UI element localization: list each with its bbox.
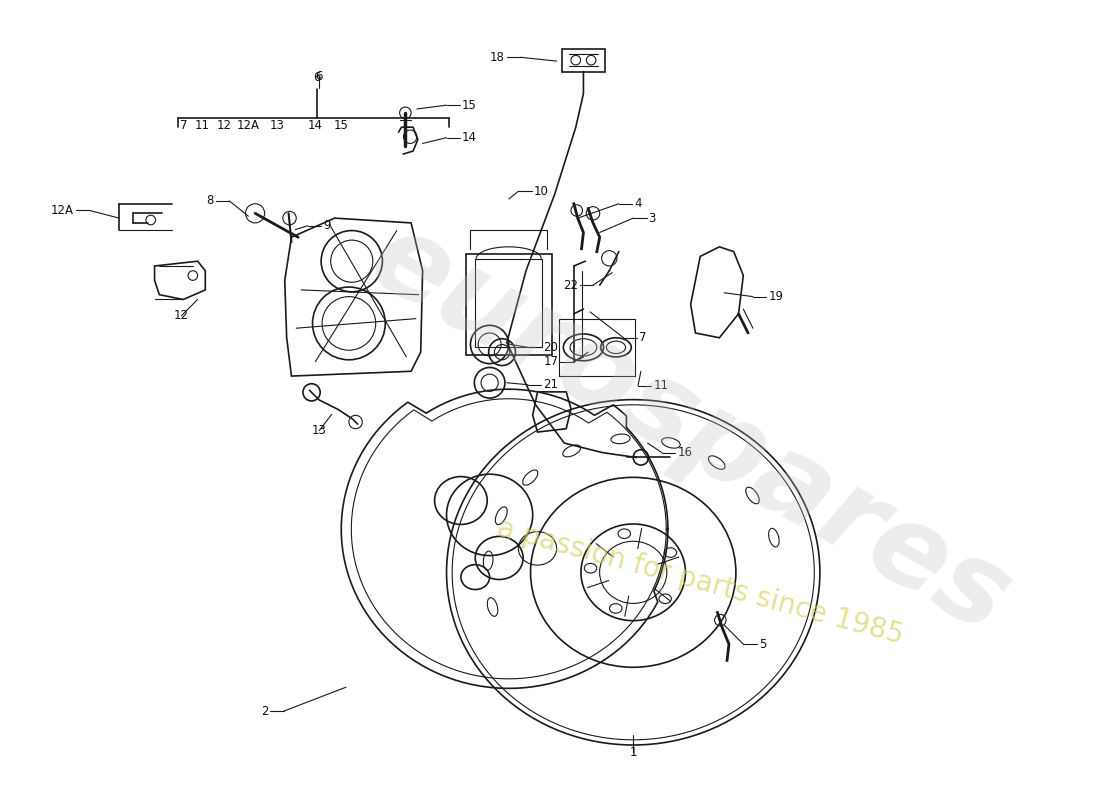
Text: 6: 6 <box>316 70 323 83</box>
Text: 10: 10 <box>534 185 549 198</box>
Text: eurospares: eurospares <box>351 201 1031 657</box>
Text: 11: 11 <box>653 379 669 392</box>
Text: 3: 3 <box>649 212 656 225</box>
Text: 22: 22 <box>563 278 578 292</box>
Text: 21: 21 <box>543 378 558 391</box>
Text: 7: 7 <box>639 331 647 344</box>
Text: 18: 18 <box>491 50 505 64</box>
Text: 13: 13 <box>311 424 327 437</box>
Text: 7: 7 <box>179 118 187 132</box>
Text: 2: 2 <box>261 705 268 718</box>
Text: 16: 16 <box>678 446 692 459</box>
Text: 20: 20 <box>543 341 558 354</box>
Text: 19: 19 <box>768 290 783 303</box>
Text: 14: 14 <box>462 131 477 144</box>
Text: 15: 15 <box>462 98 476 112</box>
Text: 15: 15 <box>333 118 349 132</box>
Text: 5: 5 <box>759 638 766 650</box>
Text: a passion for parts since 1985: a passion for parts since 1985 <box>494 514 906 650</box>
Text: 4: 4 <box>635 198 641 210</box>
Text: 14: 14 <box>308 118 323 132</box>
Text: 13: 13 <box>270 118 285 132</box>
Text: 8: 8 <box>207 194 213 207</box>
Text: 9: 9 <box>323 219 330 232</box>
Text: 11: 11 <box>195 118 210 132</box>
Text: 12: 12 <box>217 118 232 132</box>
Text: 17: 17 <box>543 355 559 368</box>
Text: 12A: 12A <box>51 204 74 217</box>
Text: 12: 12 <box>174 310 189 322</box>
Text: 12A: 12A <box>236 118 260 132</box>
Text: 6: 6 <box>314 71 321 84</box>
Text: 1: 1 <box>629 746 637 758</box>
